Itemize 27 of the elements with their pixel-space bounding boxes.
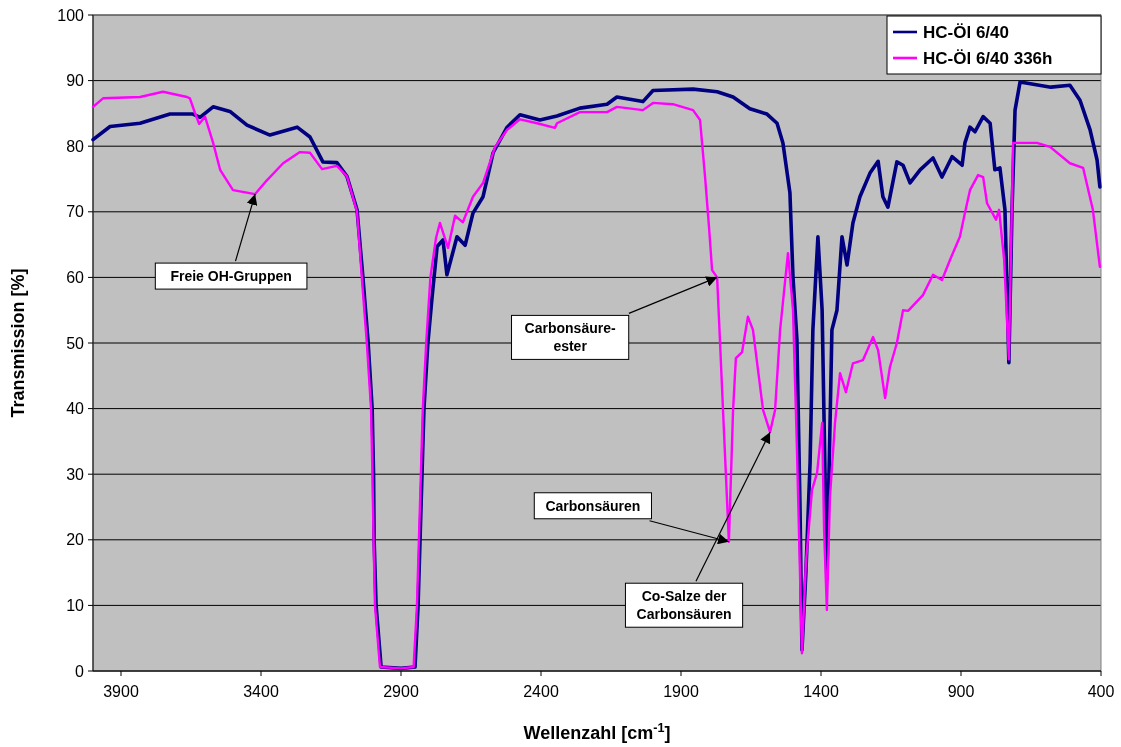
x-tick-label: 2900 bbox=[383, 683, 419, 700]
x-tick-label: 3900 bbox=[103, 683, 139, 700]
y-tick-label: 0 bbox=[75, 662, 85, 680]
x-tick-label: 900 bbox=[947, 683, 975, 700]
annotation: Carbonsäure-ester bbox=[524, 320, 616, 355]
legend-label: HC-Öl 6/40 bbox=[923, 22, 1009, 42]
y-tick-label: 10 bbox=[66, 597, 85, 614]
x-tick-label: 2400 bbox=[523, 683, 559, 700]
y-tick-label: 70 bbox=[66, 203, 85, 221]
legend-label: HC-Öl 6/40 336h bbox=[923, 48, 1053, 68]
y-axis-title: Transmission [%] bbox=[8, 268, 28, 418]
y-tick-label: 30 bbox=[66, 465, 85, 483]
annotation: Co-Salze der Carbonsäuren bbox=[636, 588, 732, 623]
y-tick-label: 40 bbox=[66, 400, 85, 418]
y-tick-label: 80 bbox=[66, 137, 85, 155]
annotation: Freie OH-Gruppen bbox=[170, 267, 292, 284]
y-tick-label: 90 bbox=[66, 72, 85, 90]
y-tick-label: 60 bbox=[66, 269, 85, 286]
y-tick-label: 100 bbox=[57, 6, 85, 24]
x-tick-label: 3400 bbox=[243, 683, 279, 700]
y-tick-label: 20 bbox=[66, 531, 85, 549]
x-tick-label: 400 bbox=[1087, 683, 1115, 700]
y-tick-label: 50 bbox=[66, 334, 85, 352]
x-tick-label: 1900 bbox=[663, 683, 699, 700]
annotation: Carbonsäuren bbox=[545, 497, 641, 514]
x-tick-label: 1400 bbox=[803, 683, 839, 700]
x-axis-title: Wellenzahl [cm$^{-1}$] bbox=[523, 721, 671, 743]
